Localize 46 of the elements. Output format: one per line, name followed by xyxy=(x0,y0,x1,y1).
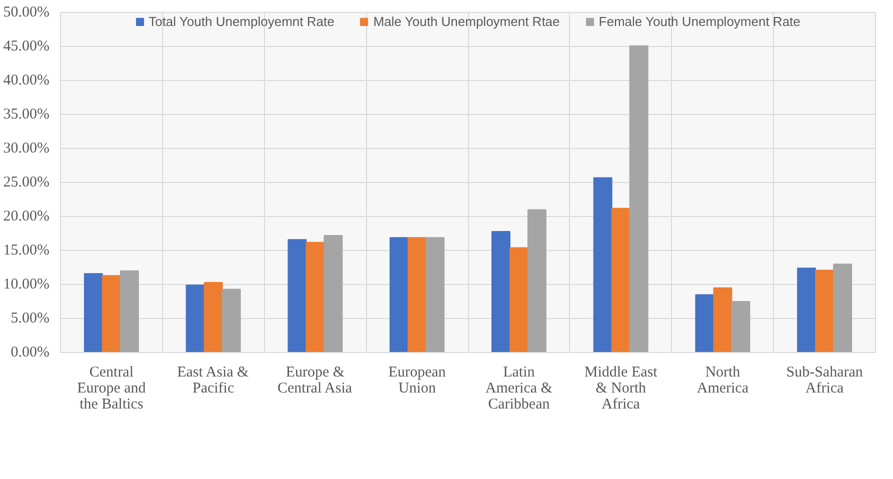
bar xyxy=(84,273,103,352)
y-tick-label: 5.00% xyxy=(10,310,50,326)
x-tick-label: Latin America & Caribbean xyxy=(485,364,553,412)
bar xyxy=(593,177,612,352)
y-tick-label: 35.00% xyxy=(3,106,50,122)
bar xyxy=(102,275,121,352)
y-tick-label: 50.00% xyxy=(3,4,50,20)
bar xyxy=(204,282,223,352)
bar xyxy=(527,209,546,352)
x-tick-label: North America xyxy=(696,364,749,396)
bar xyxy=(186,284,205,352)
bar xyxy=(222,288,241,352)
x-tick-label: East Asia & Pacific xyxy=(177,364,250,396)
y-tick-label: 0.00% xyxy=(10,344,50,360)
bar xyxy=(731,301,750,352)
y-tick-label: 25.00% xyxy=(3,174,50,190)
bar xyxy=(629,45,648,352)
bar xyxy=(408,237,427,352)
x-tick-label: Sub-Saharan Africa xyxy=(786,364,864,396)
bar xyxy=(426,237,445,352)
legend-label: Female Youth Unemployment Rate xyxy=(598,14,800,29)
bar xyxy=(491,230,510,352)
x-tick-label: Middle East & North Africa xyxy=(584,364,658,412)
y-tick-label: 30.00% xyxy=(3,140,50,156)
bar xyxy=(306,242,325,352)
x-tick-label: European Union xyxy=(388,364,446,396)
bar xyxy=(695,294,714,352)
bar xyxy=(611,208,630,352)
bar xyxy=(120,270,139,352)
y-tick-label: 40.00% xyxy=(3,72,50,88)
x-tick-label: Europe & Central Asia xyxy=(277,364,352,396)
bar xyxy=(509,247,528,352)
bar xyxy=(713,287,732,352)
bar xyxy=(815,270,834,352)
bar xyxy=(833,264,852,352)
y-tick-label: 20.00% xyxy=(3,208,50,224)
x-tick-label: Central Europe and the Baltics xyxy=(77,364,146,412)
legend-label: Total Youth Unemployemnt Rate xyxy=(148,14,334,29)
y-tick-label: 15.00% xyxy=(3,242,50,258)
y-tick-label: 45.00% xyxy=(3,38,50,54)
bar xyxy=(324,235,343,352)
legend-label: Male Youth Unemployment Rtae xyxy=(373,14,560,29)
bar xyxy=(288,239,307,352)
bar xyxy=(390,237,409,352)
bar xyxy=(797,268,816,352)
y-tick-label: 10.00% xyxy=(3,276,50,292)
